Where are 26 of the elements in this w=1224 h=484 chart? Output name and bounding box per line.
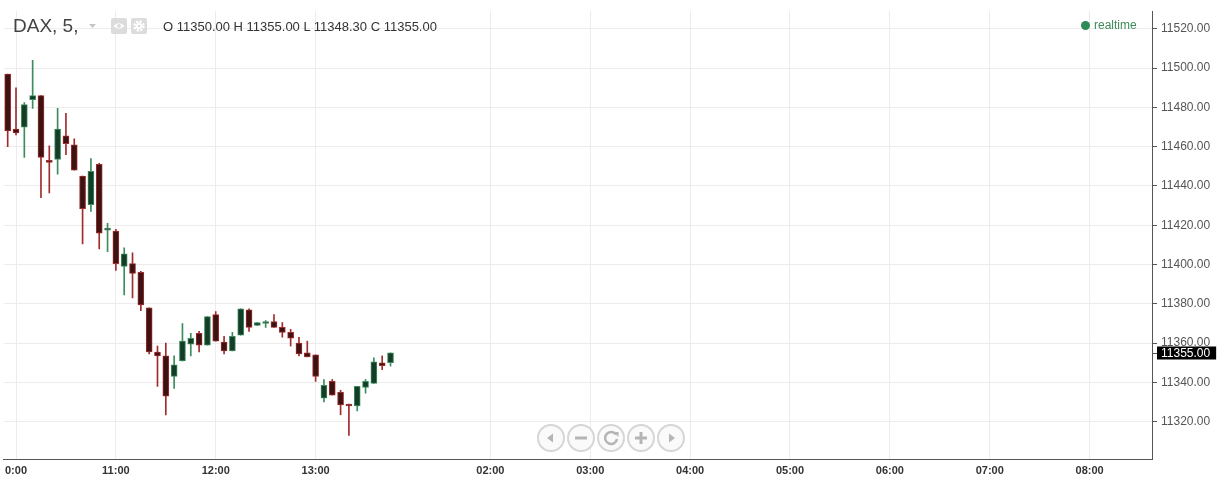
y-tick-label: 11460.00 (1161, 139, 1211, 154)
x-tick-label: 08:00 (1075, 463, 1104, 476)
x-tick-label: 0:00 (4, 463, 28, 476)
x-tick-label: 12:00 (201, 463, 230, 476)
annotation: realtime (1094, 17, 1137, 33)
y-tick-label: 11500.00 (1161, 60, 1211, 75)
y-tick-label: 11480.00 (1161, 99, 1211, 114)
x-tick-label: 04:00 (676, 463, 705, 476)
y-tick-label: 11420.00 (1161, 217, 1211, 232)
x-tick-label: 05:00 (775, 463, 805, 476)
y-tick-label: 11520.00 (1161, 21, 1211, 36)
y-tick-label: 11380.00 (1161, 296, 1211, 311)
candlestick (45, 145, 53, 194)
y-tick-label: 11400.00 (1161, 256, 1211, 271)
text: 11355.00 (1161, 345, 1211, 360)
y-tick-label: 11440.00 (1161, 178, 1211, 193)
y-tick-label: 11320.00 (1161, 414, 1211, 428)
x-tick-label: 06:00 (875, 463, 904, 476)
x-tick-label: 11:00 (102, 463, 130, 476)
x-tick-label: 07:00 (975, 463, 1004, 476)
x-tick-label: 13:00 (301, 463, 330, 476)
x-tick-label: 02:00 (476, 463, 505, 476)
y-tick-label: 11340.00 (1161, 374, 1211, 389)
text: O 11350.00 H 11355.00 L 11348.30 C 11355.00 (163, 19, 437, 35)
chart-title: DAX, 5, (13, 14, 79, 38)
x-tick-label: 03:00 (576, 463, 605, 476)
